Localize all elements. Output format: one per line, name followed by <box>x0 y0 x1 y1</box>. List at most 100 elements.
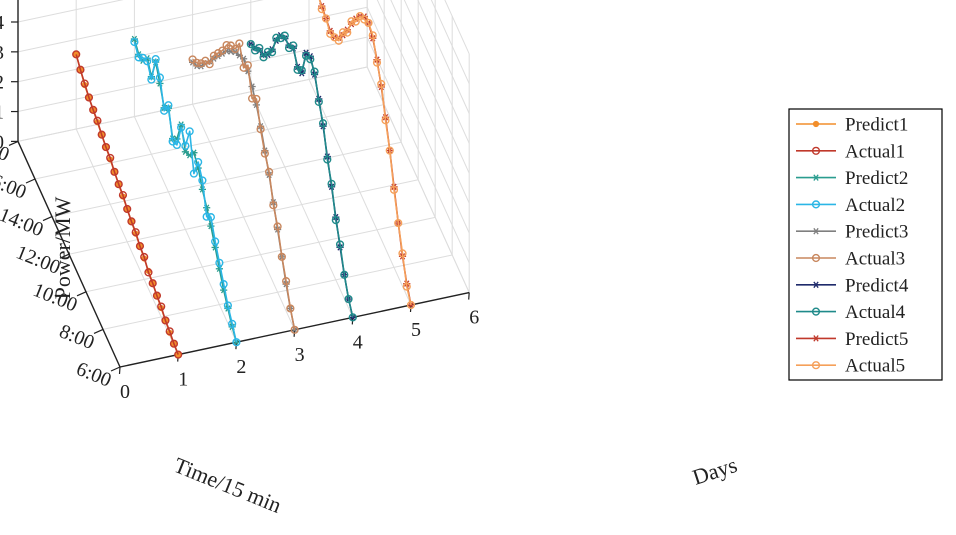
data-point <box>157 302 166 311</box>
marker-stroke <box>182 148 189 156</box>
data-point <box>297 66 306 75</box>
grid-back-z <box>17 0 124 23</box>
y-axis-title: Time/15 min <box>171 452 286 518</box>
x-tick-label: 3 <box>295 344 305 366</box>
legend-item-actual1: Actual1 <box>796 141 905 162</box>
data-point <box>293 65 302 74</box>
data-point <box>389 185 399 194</box>
data-point <box>355 11 365 21</box>
marker-stroke <box>813 174 819 181</box>
y-tick-mark <box>8 140 19 146</box>
legend-item-predict1: Predict1 <box>796 115 908 136</box>
x-tick-label: 6 <box>469 307 479 329</box>
data-point <box>155 73 165 82</box>
data-point <box>131 228 140 237</box>
legend-item-actual4: Actual4 <box>796 302 906 323</box>
data-point <box>314 97 323 107</box>
data-point <box>118 190 128 200</box>
data-point <box>164 101 173 110</box>
y-tick-label: 16:00 <box>0 166 29 203</box>
data-point <box>138 53 148 62</box>
data-point <box>277 252 286 261</box>
data-point <box>151 55 160 64</box>
data-point <box>222 40 231 50</box>
data-point <box>197 59 206 68</box>
legend-label: Predict1 <box>845 115 908 136</box>
z-tick-label: 3 <box>0 42 4 64</box>
x-axis-title: Days <box>689 452 740 490</box>
z-tick-label: 0 <box>0 131 4 153</box>
data-point <box>106 153 115 163</box>
legend-item-predict4: Predict4 <box>796 275 909 296</box>
legend-label: Actual1 <box>845 141 905 162</box>
legend-marker <box>811 146 821 155</box>
data-point <box>198 176 207 185</box>
data-point <box>317 4 326 14</box>
data-point <box>152 291 162 300</box>
data-point <box>93 116 102 125</box>
data-point <box>394 218 403 228</box>
data-point <box>318 119 328 128</box>
data-point <box>248 94 257 103</box>
data-point <box>243 61 252 70</box>
data-point <box>215 258 224 267</box>
z-tick-label: 5 <box>0 0 4 4</box>
data-point <box>165 327 174 336</box>
data-point <box>348 313 357 322</box>
legend-label: Predict4 <box>845 275 909 296</box>
data-point <box>110 167 119 176</box>
y-tick-label: 6:00 <box>73 358 114 392</box>
legend-item-actual5: Actual5 <box>796 356 905 377</box>
series-actual1 <box>72 50 183 359</box>
data-point <box>140 252 149 262</box>
series-actual5 <box>317 0 416 310</box>
data-point <box>235 39 244 48</box>
legend-marker <box>812 120 820 128</box>
y-tick-mark <box>76 291 87 297</box>
data-point <box>123 204 132 214</box>
legend-marker <box>811 253 821 263</box>
data-point <box>209 51 218 60</box>
y-tick-mark <box>110 366 121 372</box>
data-point <box>344 294 353 304</box>
series-line <box>318 0 412 306</box>
y-tick-label: 8:00 <box>56 320 97 354</box>
data-point <box>260 149 269 158</box>
x-tick-label: 4 <box>353 331 363 353</box>
data-point <box>114 180 123 189</box>
data-point <box>265 167 274 177</box>
data-point <box>338 28 348 37</box>
series-predict3 <box>189 47 299 334</box>
data-point <box>101 142 111 152</box>
legend: Predict1 Actual1 Predict2 Actual2 Predict3 Ac… <box>788 108 943 381</box>
legend-marker <box>811 307 821 316</box>
data-point <box>259 53 268 62</box>
grid-side-z <box>390 0 470 174</box>
data-point <box>181 141 190 150</box>
data-point <box>181 148 189 156</box>
grid-side-z <box>417 0 470 114</box>
data-point <box>377 79 386 89</box>
grid-side-z <box>444 0 470 55</box>
data-point <box>368 31 377 40</box>
legend-item-predict3: Predict3 <box>796 222 908 243</box>
data-point <box>189 169 199 178</box>
data-point <box>280 31 289 40</box>
marker-stroke <box>813 227 819 235</box>
data-point <box>89 105 98 114</box>
data-point <box>267 48 277 57</box>
series-actual2 <box>130 37 241 347</box>
legend-marker <box>812 335 820 342</box>
data-point <box>206 213 216 222</box>
data-point <box>202 212 211 221</box>
data-point <box>160 106 169 115</box>
x-tick-label: 0 <box>120 381 130 403</box>
grid-back-z <box>17 0 264 53</box>
y-tick-mark <box>93 328 104 334</box>
series-line <box>133 41 238 343</box>
data-point <box>188 55 197 64</box>
data-point <box>223 301 233 310</box>
data-point <box>72 50 81 59</box>
data-point <box>269 201 278 210</box>
data-point <box>335 240 345 249</box>
